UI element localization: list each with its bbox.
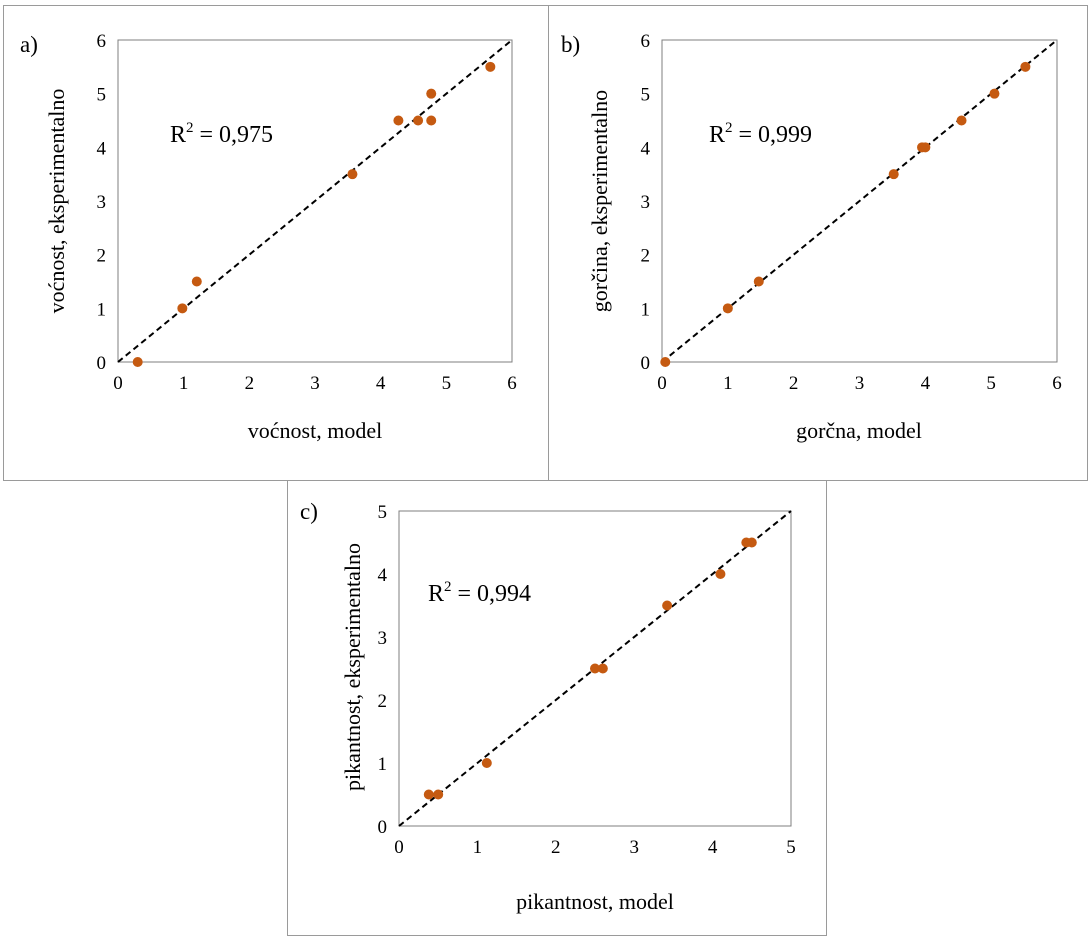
chart-panel-b: 0 1 2 3 4 5 6 0 1 2 3 4 5 6 gorčna, model gorčina, eksp… — [548, 5, 1088, 481]
y-tick-label: 2 — [641, 246, 651, 267]
x-tick-label: 5 — [442, 373, 452, 394]
plot-area — [398, 510, 792, 827]
x-tick-label: 3 — [310, 373, 320, 394]
x-tick-label: 4 — [708, 837, 718, 858]
data-point — [722, 303, 733, 314]
scatter-plot-c: 0 1 2 3 4 5 0 1 2 3 4 5 pikantnost, model pikantnost,… — [300, 499, 796, 914]
y-tick-label: 5 — [378, 502, 388, 523]
y-tick-label: 5 — [97, 85, 107, 106]
x-tick-label: 2 — [551, 837, 561, 858]
data-point — [753, 276, 764, 287]
y-tick-label: 1 — [641, 299, 651, 320]
data-point — [433, 789, 444, 800]
y-tick-label: 0 — [641, 353, 651, 374]
data-point — [426, 88, 437, 99]
panel-label: a) — [20, 32, 38, 57]
y-tick-label: 3 — [378, 628, 388, 649]
y-axis-title: voćnost, eksperimentalno — [44, 89, 69, 314]
x-tick-label: 3 — [855, 373, 865, 394]
data-point — [746, 537, 757, 548]
scatter-plot-b: 0 1 2 3 4 5 6 0 1 2 3 4 5 6 gorčna, model gorčina, eksp… — [561, 31, 1062, 443]
data-point — [191, 276, 202, 287]
y-tick-label: 1 — [378, 754, 388, 775]
r-squared-superscript: 2 — [186, 120, 194, 136]
y-tick-label: 1 — [97, 299, 107, 320]
y-axis-title: gorčina, eksperimentalno — [587, 90, 612, 312]
x-axis-title: pikantnost, model — [516, 889, 674, 914]
r-squared-annotation: R2 = 0,999 — [709, 120, 812, 148]
panel-label: c) — [300, 499, 318, 524]
r-squared-annotation: R2 = 0,975 — [170, 120, 273, 148]
data-point — [597, 663, 608, 674]
r-squared-value: = 0,975 — [194, 122, 274, 148]
data-point — [423, 789, 434, 800]
x-tick-label: 4 — [376, 373, 386, 394]
r-squared-prefix: R — [170, 122, 186, 148]
y-tick-label: 3 — [641, 192, 651, 213]
data-point — [393, 115, 404, 126]
r-squared-value: = 0,999 — [733, 122, 813, 148]
plot-area — [661, 39, 1058, 363]
r-squared-prefix: R — [428, 581, 444, 607]
r-squared-value: = 0,994 — [452, 581, 532, 607]
y-tick-label: 5 — [641, 85, 651, 106]
panel-label: b) — [561, 32, 580, 57]
x-tick-label: 1 — [473, 837, 483, 858]
data-point — [662, 600, 673, 611]
x-tick-label: 4 — [921, 373, 931, 394]
y-tick-label: 2 — [97, 246, 107, 267]
y-tick-label: 3 — [97, 192, 107, 213]
x-tick-label: 1 — [179, 373, 189, 394]
y-tick-label: 2 — [378, 691, 388, 712]
chart-panel-a: 0 1 2 3 4 5 6 0 1 2 3 4 5 6 voćnost, model voćnost, eks… — [3, 5, 549, 481]
r-squared-annotation: R2 = 0,994 — [428, 579, 531, 607]
y-tick-label: 4 — [97, 138, 107, 159]
data-point — [660, 357, 671, 367]
data-point — [590, 663, 600, 674]
y-tick-label: 6 — [641, 31, 651, 52]
data-point — [485, 61, 496, 72]
y-axis-title: pikantnost, eksperimentalno — [340, 543, 365, 791]
data-point — [132, 357, 143, 367]
data-point — [481, 758, 492, 768]
plot-area — [117, 39, 513, 363]
data-point — [1020, 61, 1031, 72]
data-point — [989, 88, 1000, 99]
x-tick-label: 3 — [629, 837, 639, 858]
y-tick-label: 0 — [97, 353, 107, 374]
x-tick-label: 0 — [113, 373, 123, 394]
x-tick-label: 5 — [986, 373, 996, 394]
x-tick-label: 5 — [786, 837, 796, 858]
data-point — [426, 115, 437, 126]
y-tick-label: 4 — [641, 138, 651, 159]
data-point — [347, 169, 358, 180]
x-tick-label: 6 — [1052, 373, 1062, 394]
data-point — [888, 169, 899, 180]
data-point — [956, 115, 967, 126]
data-point — [920, 142, 931, 153]
r-squared-prefix: R — [709, 122, 725, 148]
r-squared-superscript: 2 — [725, 120, 733, 136]
x-tick-label: 0 — [657, 373, 667, 394]
reference-line — [661, 39, 1058, 363]
x-tick-label: 0 — [394, 837, 404, 858]
x-tick-label: 2 — [245, 373, 255, 394]
data-point — [413, 115, 424, 126]
reference-line — [117, 39, 513, 363]
x-axis-title: gorčna, model — [796, 418, 922, 443]
y-tick-label: 0 — [378, 817, 388, 838]
scatter-plot-a: 0 1 2 3 4 5 6 0 1 2 3 4 5 6 voćnost, model voćnost, eks… — [20, 31, 517, 443]
r-squared-superscript: 2 — [444, 579, 452, 595]
x-tick-label: 1 — [723, 373, 733, 394]
chart-panel-c: 0 1 2 3 4 5 0 1 2 3 4 5 pikantnost, model pikantnost,… — [287, 480, 827, 936]
data-point — [177, 303, 188, 314]
x-tick-label: 6 — [507, 373, 517, 394]
data-point — [715, 569, 726, 579]
y-tick-label: 4 — [378, 565, 388, 586]
x-axis-title: voćnost, model — [248, 418, 382, 443]
y-tick-label: 6 — [97, 31, 107, 52]
x-tick-label: 2 — [789, 373, 799, 394]
